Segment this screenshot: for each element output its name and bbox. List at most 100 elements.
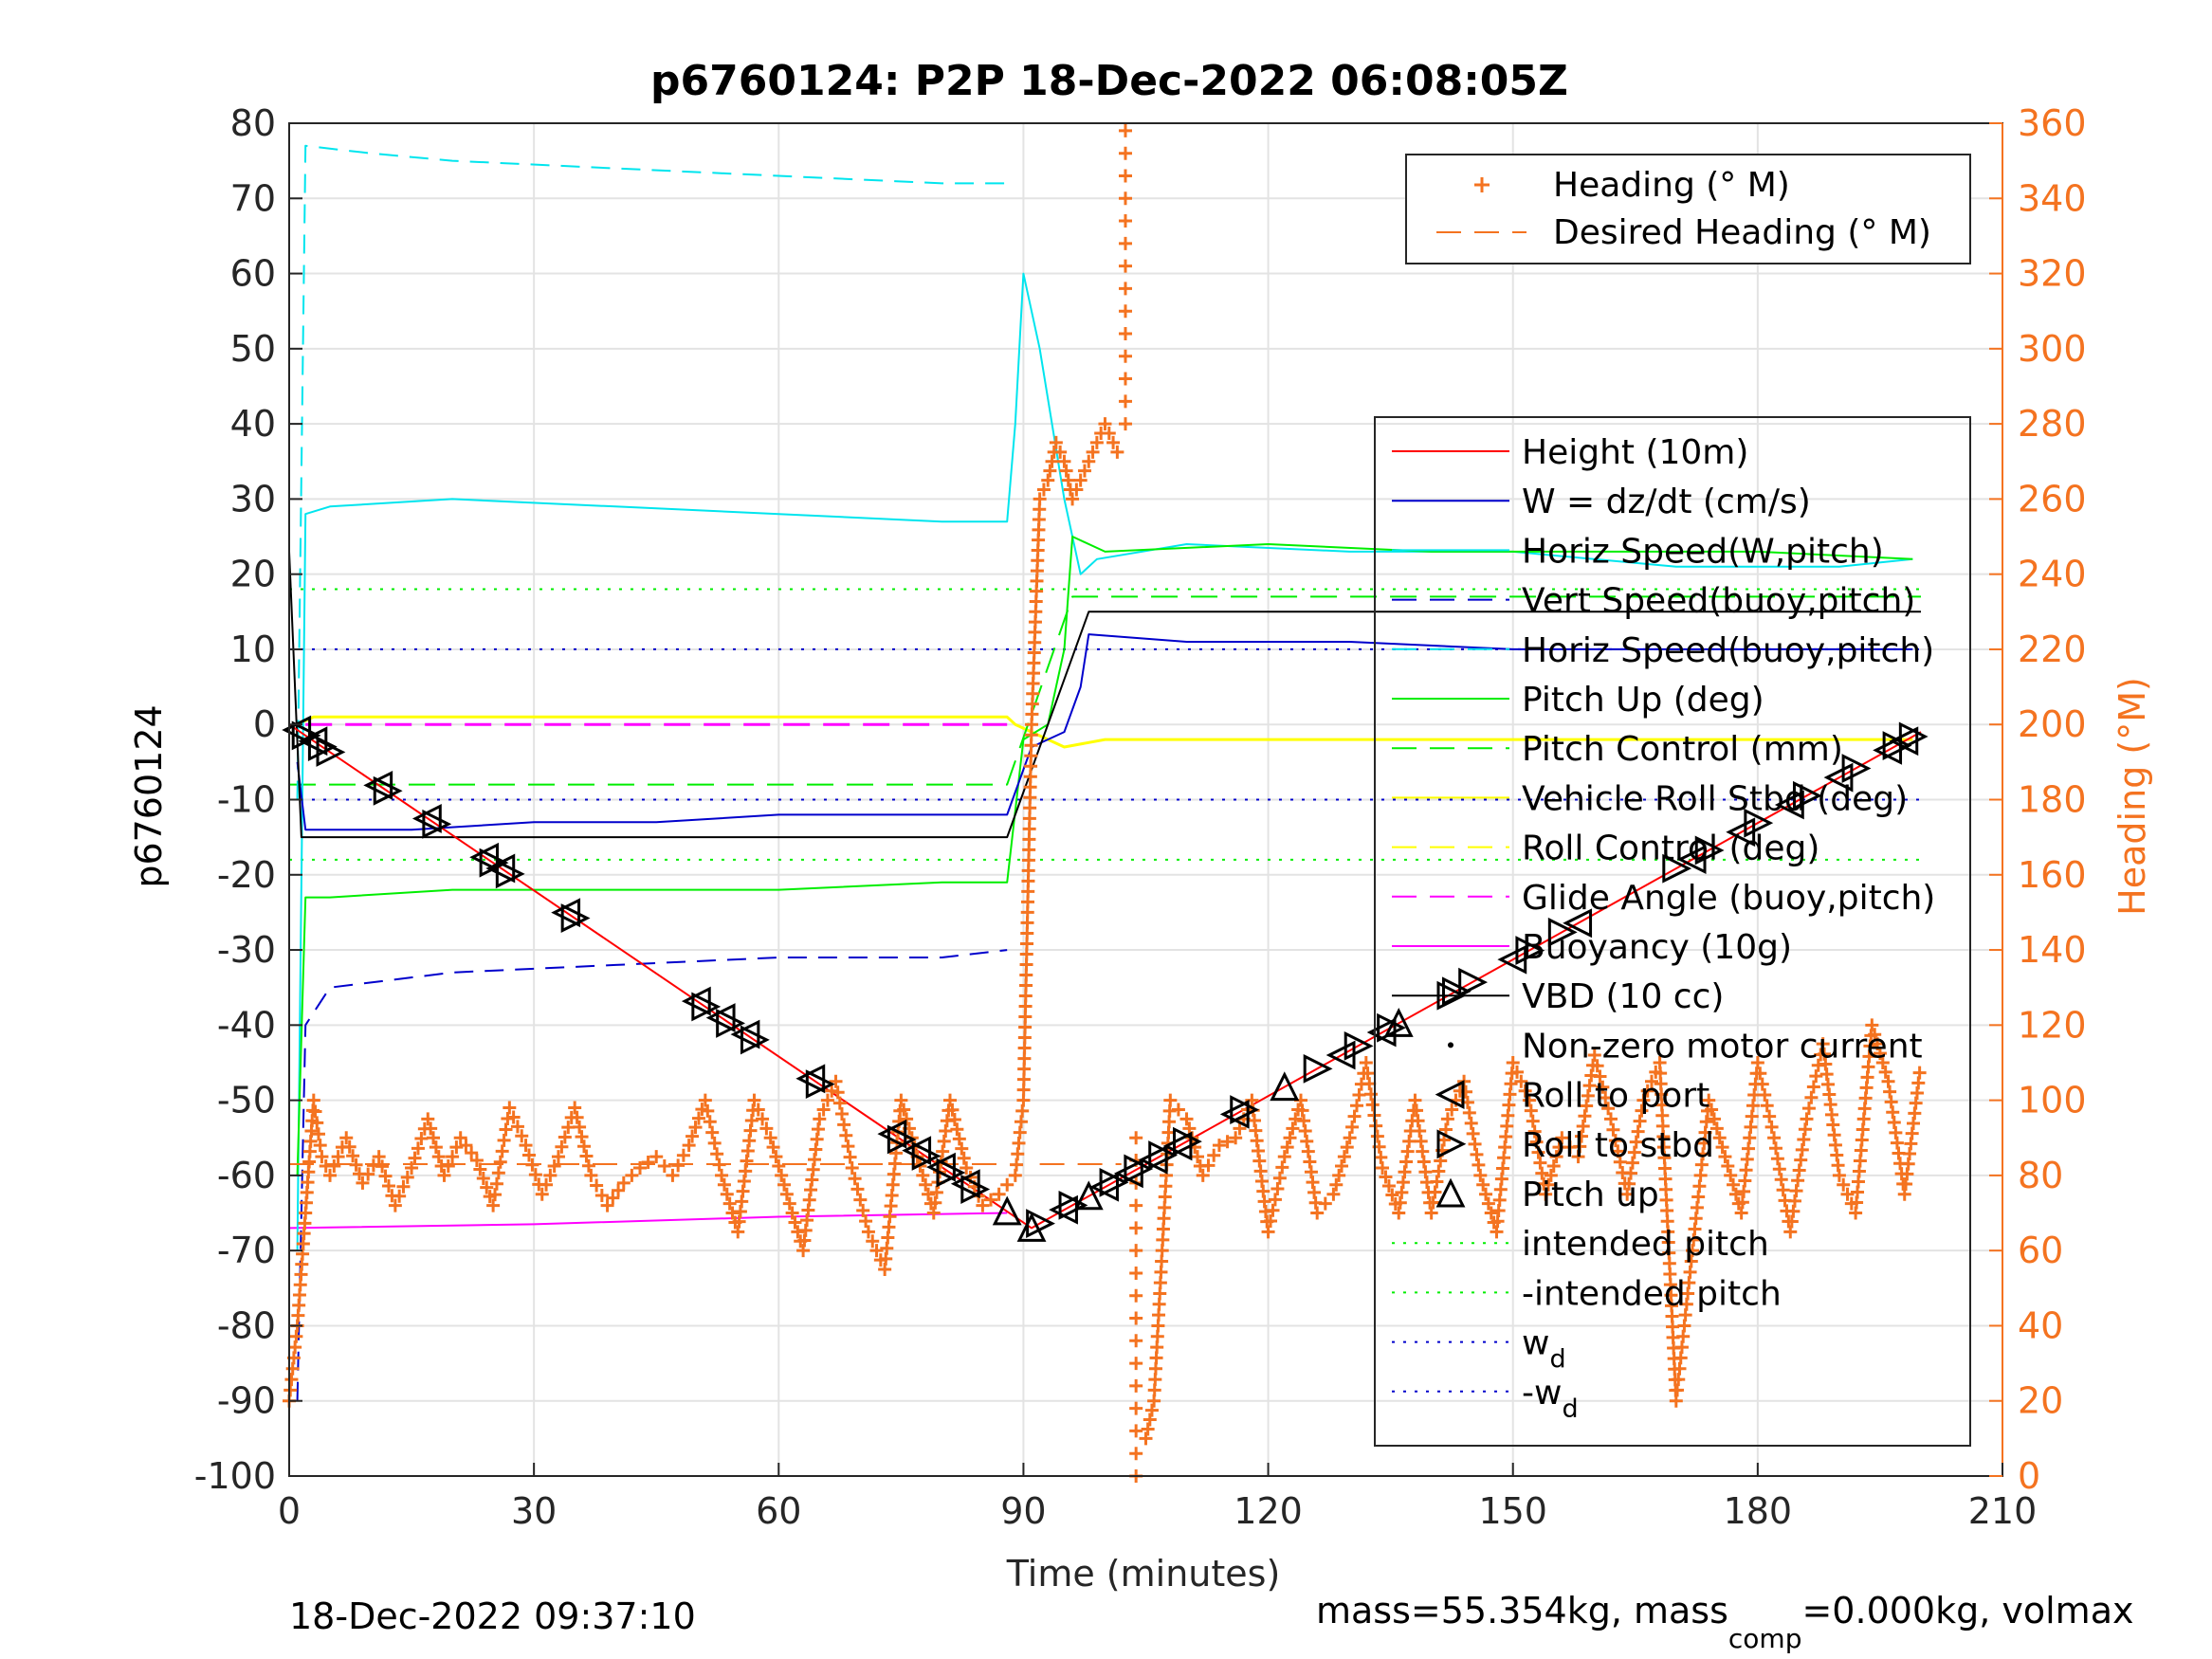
y2-tick-label: 280 (2018, 403, 2087, 445)
heading-marker (528, 1168, 542, 1182)
heading-marker (1593, 1069, 1607, 1084)
x-tick-label: 30 (511, 1490, 557, 1532)
heading-marker (676, 1148, 690, 1162)
roll-to-stbd-marker (805, 1069, 835, 1100)
heading-marker (1601, 1102, 1616, 1116)
pitch-up-marker (1016, 1212, 1047, 1242)
heading-marker (491, 1166, 505, 1180)
heading-marker (712, 1158, 726, 1172)
heading-marker (1576, 1119, 1590, 1133)
heading-marker (411, 1141, 425, 1156)
heading-marker (1727, 1177, 1741, 1192)
heading-marker (1462, 1105, 1476, 1120)
heading-marker (501, 1111, 515, 1125)
heading-marker (1073, 473, 1088, 487)
heading-marker (1036, 483, 1051, 497)
heading-marker (720, 1187, 734, 1201)
x-tick-label: 0 (278, 1490, 301, 1532)
heading-marker (1408, 1093, 1422, 1107)
heading-marker (837, 1118, 851, 1132)
series-line-pitch-up-deg (296, 536, 1913, 1176)
footer-mass-subscript: comp (1728, 1623, 1802, 1654)
y2-tick-label: 160 (2018, 854, 2087, 896)
heading-marker (488, 1188, 503, 1202)
heading-marker (525, 1158, 539, 1172)
heading-marker (788, 1215, 802, 1230)
heading-marker (957, 1151, 971, 1165)
heading-marker (1535, 1166, 1549, 1180)
heading-marker (936, 1144, 950, 1158)
footer-timestamp: 18-Dec-2022 09:37:10 (289, 1595, 696, 1637)
heading-marker (1555, 1131, 1569, 1145)
heading-marker (1840, 1187, 1855, 1201)
y-tick-label: 0 (253, 703, 276, 745)
heading-marker (831, 1085, 845, 1100)
heading-marker (1207, 1148, 1221, 1162)
heading-marker (1043, 464, 1057, 478)
heading-marker (1307, 1185, 1322, 1199)
heading-marker (1440, 1112, 1454, 1126)
heading-marker (431, 1150, 446, 1164)
heading-marker (688, 1121, 703, 1135)
heading-marker (551, 1150, 565, 1164)
heading-marker (950, 1122, 964, 1137)
y2-tick-label: 360 (2018, 102, 2087, 144)
heading-marker (686, 1129, 700, 1143)
x-tick-label: 90 (1000, 1490, 1046, 1532)
heading-marker (503, 1101, 517, 1115)
heading-marker (1611, 1144, 1625, 1158)
heading-marker (1059, 464, 1073, 478)
heading-marker (1620, 1187, 1635, 1201)
heading-marker (785, 1206, 799, 1220)
heading-marker (1277, 1150, 1291, 1164)
heading-marker (1596, 1080, 1610, 1094)
heading-marker (1868, 1028, 1882, 1042)
heading-marker (1587, 1048, 1601, 1063)
series-line-vehicle-roll-stbd-deg (296, 715, 1913, 749)
heading-marker (1645, 1074, 1658, 1088)
heading-marker (1212, 1139, 1226, 1153)
heading-marker (839, 1128, 853, 1142)
y2-tick-label: 80 (2018, 1155, 2063, 1196)
heading-marker (756, 1112, 770, 1126)
heading-marker (942, 1093, 957, 1107)
y-tick-label: -50 (217, 1080, 276, 1121)
heading-marker (543, 1168, 558, 1182)
heading-marker (698, 1093, 712, 1107)
legend-main-label: Pitch up (1522, 1176, 1659, 1214)
heading-marker (515, 1129, 529, 1143)
heading-marker (1118, 169, 1132, 183)
heading-marker (1329, 1177, 1344, 1192)
heading-marker (1506, 1055, 1520, 1069)
heading-marker (446, 1150, 460, 1164)
heading-marker (1129, 1198, 1143, 1212)
heading-marker (1764, 1120, 1779, 1134)
heading-marker (1398, 1165, 1412, 1179)
heading-marker (1878, 1065, 1892, 1079)
heading-marker (1045, 454, 1059, 468)
heading-marker (306, 1093, 320, 1107)
heading-marker (1033, 492, 1047, 506)
heading-marker (1393, 1195, 1407, 1210)
heading-marker (633, 1160, 648, 1175)
heading-marker (1352, 1087, 1366, 1102)
heading-marker (1229, 1131, 1243, 1145)
heading-marker (1470, 1147, 1484, 1161)
heading-marker (1129, 1378, 1143, 1393)
heading-marker (1362, 1077, 1377, 1091)
x-tick-label: 120 (1234, 1490, 1303, 1532)
footer-mass-text-end: =0.000kg, volmax (1801, 1590, 2133, 1632)
heading-marker (584, 1168, 598, 1182)
legend-heading-box (1405, 154, 1971, 264)
heading-marker (1529, 1135, 1544, 1149)
heading-marker (722, 1196, 737, 1211)
heading-marker (1481, 1196, 1495, 1211)
heading-marker (577, 1139, 592, 1154)
heading-marker (1077, 464, 1091, 478)
heading-marker (581, 1158, 595, 1173)
heading-marker (1430, 1175, 1444, 1189)
heading-marker (1542, 1177, 1555, 1192)
heading-marker (1118, 417, 1132, 431)
heading-marker (861, 1225, 875, 1239)
